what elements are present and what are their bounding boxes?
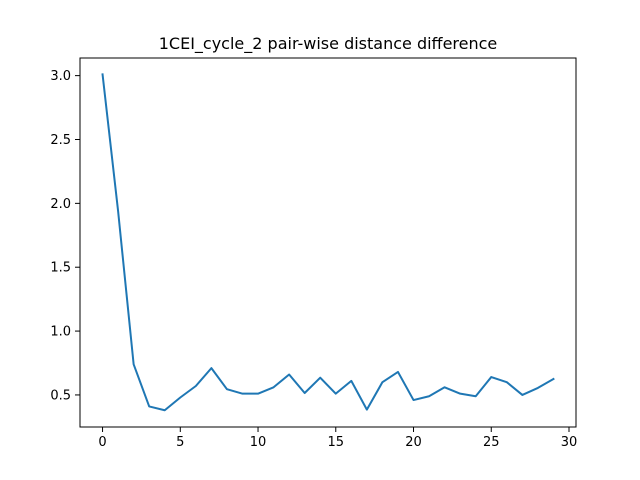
x-tick-label: 30 <box>561 435 578 450</box>
x-tick-label: 5 <box>176 435 184 450</box>
plot-frame <box>79 57 577 428</box>
y-tick-label: 2.0 <box>50 197 71 212</box>
y-tick-label: 1.5 <box>50 261 71 276</box>
x-tick-label: 15 <box>328 435 345 450</box>
x-tick-label: 20 <box>405 435 422 450</box>
x-axis: 0 5 10 15 20 25 30 <box>98 427 577 450</box>
series-line <box>101 73 555 412</box>
y-tick-label: 2.5 <box>50 133 71 148</box>
x-tick-label: 25 <box>483 435 500 450</box>
y-tick-label: 1.0 <box>50 325 71 340</box>
series-layer <box>101 73 555 412</box>
y-tick-label: 3.0 <box>50 69 71 84</box>
y-axis: 0.5 1.0 1.5 2.0 2.5 3.0 <box>50 69 80 403</box>
y-tick-label: 0.5 <box>50 388 71 403</box>
chart-title: 1CEI_cycle_2 pair-wise distance differen… <box>159 34 498 54</box>
x-tick-label: 10 <box>250 435 267 450</box>
x-tick-label: 0 <box>98 435 106 450</box>
